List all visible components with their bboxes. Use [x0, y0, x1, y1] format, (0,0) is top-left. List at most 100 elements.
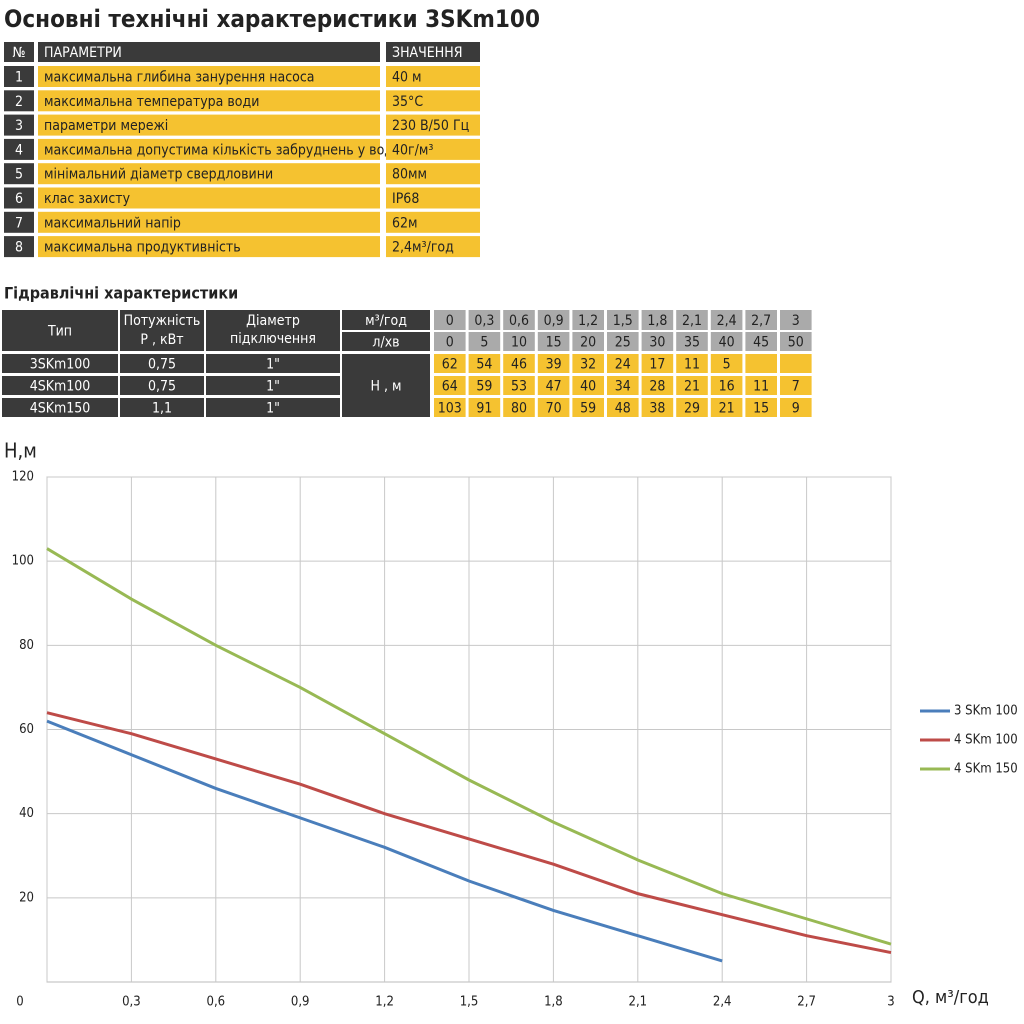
flow-m3h: 0,6 — [509, 313, 529, 329]
spec-num-bg — [4, 114, 34, 136]
head: 15 — [753, 401, 769, 417]
head-bg — [710, 354, 743, 373]
flow-m3h-bg — [745, 310, 777, 330]
head: 34 — [615, 379, 631, 395]
head: 16 — [719, 379, 735, 395]
head-bg — [607, 354, 639, 373]
head-bg — [641, 376, 674, 395]
y-tick-label: 100 — [12, 554, 34, 569]
flow-lmin: 15 — [546, 335, 562, 351]
head: 28 — [649, 379, 665, 395]
head-bg — [607, 398, 639, 417]
head-bg — [537, 354, 570, 373]
hydro-header-bg — [206, 310, 340, 351]
spec-header: ЗНАЧЕННЯ — [392, 45, 462, 61]
flow-m3h: 2,7 — [751, 313, 771, 329]
flow-lmin-bg — [572, 332, 604, 351]
head-bg — [745, 398, 777, 417]
diameter-bg — [206, 376, 340, 395]
spec-value-bg — [386, 90, 480, 112]
model: 4SKm150 — [30, 401, 91, 417]
head-bg — [641, 398, 674, 417]
flow-m3h: 0,3 — [474, 313, 494, 329]
diameter-bg — [206, 354, 340, 373]
flow-lmin: 35 — [684, 335, 700, 351]
spec-value-bg — [386, 66, 480, 87]
spec-num-bg — [4, 236, 34, 258]
head-bg — [607, 376, 639, 395]
flow-m3h-bg — [537, 310, 570, 330]
hydro-header: Діаметр підключення — [230, 313, 316, 347]
hydro-header: Потужність Р , кВт — [124, 313, 201, 348]
legend-label: 4 SKm 150 — [954, 762, 1018, 777]
hydro-header: Тип — [47, 324, 72, 340]
legend-label: 4 SKm 100 — [954, 733, 1018, 748]
spec-num-bg — [4, 138, 34, 160]
hydro-header: м³/год — [365, 313, 407, 329]
x-tick-label: 0,3 — [122, 995, 141, 1010]
flow-m3h: 2,1 — [682, 313, 702, 329]
head: 53 — [511, 379, 527, 395]
spec-title: Основні технічні характеристики 3SKm100 — [4, 5, 540, 33]
flow-m3h-bg — [710, 310, 743, 330]
flow-lmin: 30 — [649, 335, 665, 351]
head-bg — [641, 354, 674, 373]
head: 80 — [511, 401, 527, 417]
flow-m3h-bg — [780, 310, 812, 330]
spec-value: 230 В/50 Гц — [392, 118, 469, 134]
power: 1,1 — [152, 401, 172, 417]
flow-lmin-bg — [607, 332, 639, 351]
power: 0,75 — [148, 357, 176, 373]
flow-lmin-bg — [676, 332, 708, 351]
head: 91 — [476, 401, 492, 417]
head: 59 — [476, 379, 492, 395]
head-bg — [676, 354, 708, 373]
flow-lmin: 5 — [480, 335, 488, 351]
diameter-bg — [206, 398, 340, 417]
model: 3SKm100 — [30, 357, 91, 373]
head-bg — [537, 398, 570, 417]
hydro-head-label-bg — [342, 354, 430, 417]
head-bg — [710, 398, 743, 417]
legend-label: 3 SKm 100 — [954, 704, 1018, 719]
flow-lmin: 20 — [580, 335, 596, 351]
spec-num: 5 — [15, 167, 23, 183]
spec-value: IP68 — [392, 191, 419, 207]
spec-value: 80мм — [392, 167, 427, 183]
head: 21 — [684, 379, 700, 395]
spec-num-bg — [4, 90, 34, 112]
head-bg — [745, 354, 777, 373]
flow-m3h: 1,8 — [647, 313, 667, 329]
y-tick-label: 120 — [12, 470, 34, 485]
hydro-header-bg — [2, 310, 118, 351]
head: 39 — [546, 357, 562, 373]
x-axis-label: Q, м³/год — [912, 987, 989, 1008]
flow-m3h: 1,2 — [578, 313, 598, 329]
head-bg — [572, 354, 604, 373]
head-bg — [468, 398, 501, 417]
y-tick-label: 80 — [19, 638, 34, 653]
head-bg — [710, 376, 743, 395]
spec-header: № — [12, 45, 25, 61]
hydro-head-label: Н , м — [371, 379, 402, 395]
spec-num: 1 — [15, 70, 23, 86]
head: 47 — [546, 379, 562, 395]
diameter: 1" — [266, 379, 280, 395]
flow-m3h: 0,9 — [544, 313, 564, 329]
head-bg — [503, 398, 535, 417]
series-line — [46, 547, 892, 946]
x-tick-label: 3 — [887, 995, 894, 1010]
y-tick-label: 40 — [19, 806, 34, 821]
head-bg — [676, 398, 708, 417]
x-tick-label: 2,7 — [797, 995, 816, 1010]
spec-value-bg — [386, 138, 480, 160]
head: 40 — [580, 379, 596, 395]
head: 32 — [580, 357, 596, 373]
head: 29 — [684, 401, 700, 417]
spec-param: максимальний напір — [44, 215, 181, 231]
spec-param: максимальна глибина занурення насоса — [44, 70, 314, 86]
head-bg — [572, 398, 604, 417]
hydro-header: л/хв — [372, 335, 399, 351]
spec-param-bg — [38, 138, 380, 160]
flow-lmin-bg — [503, 332, 535, 351]
